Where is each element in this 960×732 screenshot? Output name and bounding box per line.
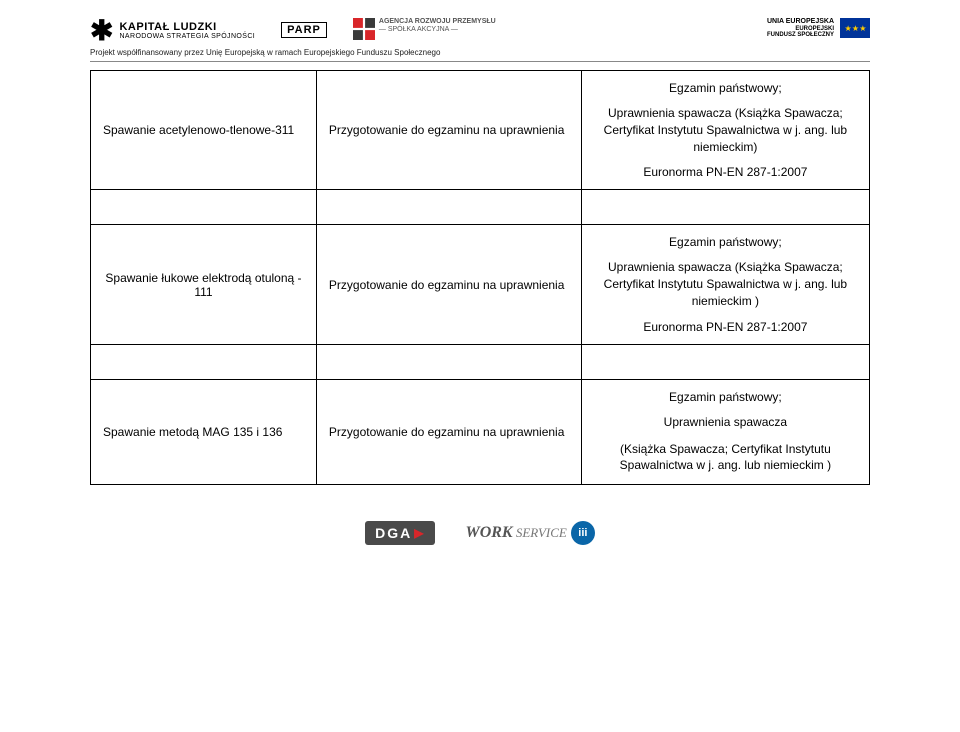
course-prep: Przygotowanie do egzaminu na uprawnienia <box>316 71 581 190</box>
eu-line3: FUNDUSZ SPOŁECZNY <box>767 32 834 39</box>
parp-logo: PARP <box>281 22 327 38</box>
norm-label: Euronorma PN-EN 287-1:2007 <box>643 320 807 334</box>
course-cert: Egzamin państwowy; Uprawnienia spawacza … <box>581 71 869 190</box>
eu-line2: EUROPEJSKI <box>795 26 834 33</box>
eu-logo: UNIA EUROPEJSKA EUROPEJSKI FUNDUSZ SPOŁE… <box>767 18 870 39</box>
norm-label: Euronorma PN-EN 287-1:2007 <box>643 165 807 179</box>
ws-circle-icon: iii <box>571 521 595 545</box>
cert-desc: Uprawnienia spawacza (Książka Spawacza; … <box>594 259 857 309</box>
kl-subtitle: NARODOWA STRATEGIA SPÓJNOŚCI <box>119 33 255 40</box>
divider <box>90 61 870 62</box>
table-row: Spawanie metodą MAG 135 i 136 Przygotowa… <box>91 379 870 484</box>
exam-label: Egzamin państwowy; <box>669 390 782 404</box>
exam-label: Egzamin państwowy; <box>669 81 782 95</box>
arp-logo: AGENCJA ROZWOJU PRZEMYSŁU — SPÓŁKA AKCYJ… <box>353 18 496 40</box>
course-cert: Egzamin państwowy; Uprawnienia spawacza … <box>581 225 869 344</box>
eu-flag-icon: ★ ★ ★ <box>840 18 870 38</box>
table-row: Spawanie acetylenowo-tlenowe-311 Przygot… <box>91 71 870 190</box>
courses-table: Spawanie acetylenowo-tlenowe-311 Przygot… <box>90 70 870 485</box>
course-name: Spawanie łukowe elektrodą otuloną - 111 <box>91 225 317 344</box>
workservice-logo: WORK SERVICE iii <box>465 521 594 545</box>
dga-logo: DGA ▶ <box>365 521 435 545</box>
project-note: Projekt współfinansowany przez Unię Euro… <box>90 48 870 57</box>
course-name: Spawanie metodą MAG 135 i 136 <box>91 379 317 484</box>
eu-line1: UNIA EUROPEJSKA <box>767 18 834 26</box>
cert-desc-l2: (Książka Spawacza; Certyfikat Instytutu … <box>594 441 857 475</box>
footer-logos: DGA ▶ WORK SERVICE iii <box>90 521 870 545</box>
ws-word-work: WORK <box>465 524 512 541</box>
arp-icon <box>353 18 375 40</box>
course-prep: Przygotowanie do egzaminu na uprawnienia <box>316 379 581 484</box>
star-icon: ✱ <box>90 18 113 44</box>
table-row: Spawanie łukowe elektrodą otuloną - 111 … <box>91 225 870 344</box>
arp-line2: — SPÓŁKA AKCYJNA — <box>379 26 496 34</box>
dga-text: DGA <box>375 525 412 541</box>
cert-desc-l1: Uprawnienia spawacza <box>664 414 787 431</box>
kapital-ludzki-logo: ✱ KAPITAŁ LUDZKI NARODOWA STRATEGIA SPÓJ… <box>90 18 255 44</box>
header-logos: ✱ KAPITAŁ LUDZKI NARODOWA STRATEGIA SPÓJ… <box>90 18 870 44</box>
course-prep: Przygotowanie do egzaminu na uprawnienia <box>316 225 581 344</box>
course-cert: Egzamin państwowy; Uprawnienia spawacza … <box>581 379 869 484</box>
arp-line1: AGENCJA ROZWOJU PRZEMYSŁU <box>379 18 496 26</box>
triangle-icon: ▶ <box>414 526 425 540</box>
kl-title: KAPITAŁ LUDZKI <box>119 22 255 33</box>
ws-word-service: SERVICE <box>516 525 567 540</box>
course-name: Spawanie acetylenowo-tlenowe-311 <box>91 71 317 190</box>
exam-label: Egzamin państwowy; <box>669 235 782 249</box>
cert-desc: Uprawnienia spawacza (Książka Spawacza; … <box>594 105 857 155</box>
